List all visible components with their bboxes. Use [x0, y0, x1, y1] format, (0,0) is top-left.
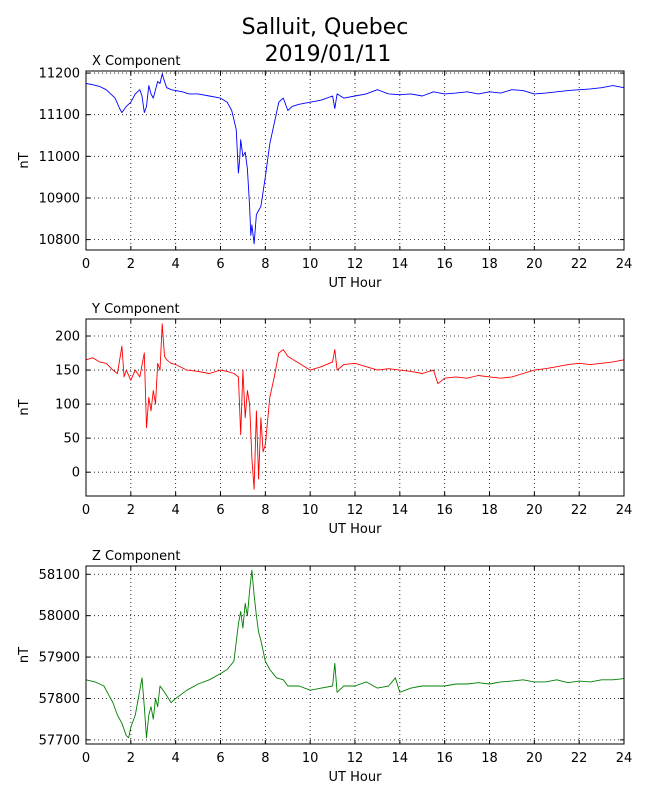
x-tick-label: 20 — [526, 751, 543, 766]
x-tick-label: 0 — [82, 503, 90, 518]
x-tick-label: 12 — [347, 257, 364, 272]
x-tick-label: 20 — [526, 503, 543, 518]
x-tick-label: 8 — [261, 503, 269, 518]
x-tick-label: 12 — [347, 751, 364, 766]
x-tick-label: 12 — [347, 503, 364, 518]
x-tick-label: 18 — [481, 751, 498, 766]
x-tick-label: 10 — [302, 503, 319, 518]
chart-title-location: Salluit, Quebec — [242, 15, 409, 40]
y-tick-label: 57900 — [39, 651, 80, 666]
y-tick-label: 10900 — [39, 191, 80, 206]
y-axis-label: nT — [17, 399, 32, 415]
x-tick-label: 4 — [172, 751, 180, 766]
series-line-y — [85, 323, 625, 490]
y-tick-label: 57800 — [39, 692, 80, 707]
y-axis-label: nT — [17, 647, 32, 663]
x-axis-label: UT Hour — [329, 522, 383, 537]
x-tick-label: 0 — [82, 257, 90, 272]
y-tick-label: 11200 — [39, 67, 80, 82]
y-tick-label: 58000 — [39, 609, 80, 624]
y-tick-label: 57700 — [39, 733, 80, 748]
y-tick-label: 150 — [55, 364, 80, 379]
x-tick-label: 14 — [392, 751, 409, 766]
x-tick-label: 16 — [436, 257, 453, 272]
x-tick-label: 6 — [216, 257, 224, 272]
y-tick-label: 11000 — [39, 150, 80, 165]
x-tick-label: 14 — [392, 257, 409, 272]
panel-z: 0 2 4 6 8 10 12 14 16 18 20 22 245770057800579005800… — [17, 549, 632, 785]
y-tick-label: 100 — [55, 398, 80, 413]
component-title-z: Z Component — [92, 549, 181, 564]
y-tick-label: 58100 — [39, 568, 80, 583]
x-tick-label: 18 — [481, 257, 498, 272]
x-tick-label: 22 — [571, 751, 588, 766]
x-tick-label: 16 — [436, 751, 453, 766]
y-tick-label: 200 — [55, 330, 80, 345]
x-tick-label: 10 — [302, 751, 319, 766]
x-tick-label: 10 — [302, 257, 319, 272]
y-tick-label: 0 — [72, 466, 80, 481]
x-tick-label: 22 — [571, 503, 588, 518]
x-tick-label: 2 — [127, 503, 135, 518]
x-tick-label: 2 — [127, 751, 135, 766]
x-tick-label: 24 — [616, 257, 633, 272]
x-tick-label: 8 — [261, 751, 269, 766]
x-tick-label: 6 — [216, 503, 224, 518]
x-tick-label: 18 — [481, 503, 498, 518]
x-tick-label: 24 — [616, 503, 633, 518]
x-tick-label: 4 — [172, 257, 180, 272]
y-tick-label: 11100 — [39, 108, 80, 123]
x-axis-label: UT Hour — [329, 770, 383, 785]
x-tick-label: 16 — [436, 503, 453, 518]
x-tick-label: 2 — [127, 257, 135, 272]
y-tick-label: 50 — [63, 432, 80, 447]
series-line-z — [85, 569, 625, 739]
component-panels: 0 2 4 6 8 10 12 14 16 18 20 22 241080010900110001110… — [17, 54, 632, 785]
x-tick-label: 0 — [82, 751, 90, 766]
x-tick-label: 20 — [526, 257, 543, 272]
x-tick-label: 6 — [216, 751, 224, 766]
x-axis-label: UT Hour — [329, 276, 383, 291]
panel-x: 0 2 4 6 8 10 12 14 16 18 20 22 241080010900110001110… — [17, 54, 632, 291]
chart-title-date: 2019/01/11 — [265, 42, 392, 67]
x-tick-label: 8 — [261, 257, 269, 272]
component-title-x: X Component — [92, 54, 181, 69]
y-axis-label: nT — [17, 152, 32, 168]
series-line-x — [85, 73, 625, 245]
y-tick-label: 10800 — [39, 233, 80, 248]
x-tick-label: 22 — [571, 257, 588, 272]
component-title-y: Y Component — [91, 302, 180, 317]
x-tick-label: 14 — [392, 503, 409, 518]
x-tick-label: 4 — [172, 503, 180, 518]
x-tick-label: 24 — [616, 751, 633, 766]
